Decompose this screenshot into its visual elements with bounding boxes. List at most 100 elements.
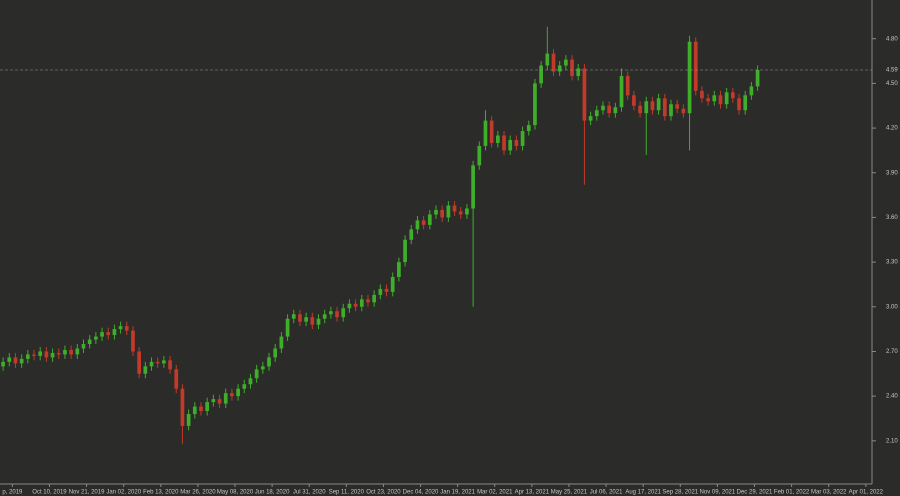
candle-body: [489, 120, 494, 143]
candle-body: [520, 131, 525, 146]
candle-body: [458, 211, 463, 215]
x-tick-label: Sep 28, 2021: [662, 490, 698, 496]
candle-body: [421, 220, 426, 225]
x-tick-label: May 08, 2020: [217, 490, 254, 496]
candle-body: [56, 352, 61, 355]
candle-body: [329, 311, 333, 315]
x-tick-label: Nov 21, 2019: [69, 490, 105, 496]
x-tick-label: Jul 06, 2021: [590, 490, 623, 496]
last-price-box: [874, 64, 898, 75]
candle-body: [446, 205, 451, 218]
candle-body: [625, 75, 630, 96]
x-tick-label: May 25, 2021: [551, 490, 588, 496]
x-tick-label: Apr 13, 2021: [515, 490, 550, 496]
candle-body: [718, 95, 723, 105]
candle-body: [724, 92, 729, 105]
y-tick-label: 2.10: [886, 438, 898, 444]
candle-body: [118, 326, 123, 330]
x-tick-label: Mar 02, 2021: [477, 490, 513, 496]
candle-body: [75, 348, 80, 355]
candle-body: [304, 317, 308, 322]
candle-body: [564, 59, 568, 66]
y-tick-label: 2.70: [886, 349, 898, 355]
candle-body: [755, 69, 760, 87]
candle-body: [94, 336, 98, 340]
candle-body: [533, 83, 537, 126]
candle-body: [551, 53, 556, 72]
candle-body: [143, 366, 148, 374]
candle-body: [712, 95, 717, 102]
candle-body: [112, 329, 117, 336]
x-tick-label: Aug 17, 2021: [625, 490, 661, 496]
candle-body: [199, 406, 203, 412]
candle-body: [700, 90, 704, 99]
x-tick-label: Jan 19, 2021: [440, 490, 475, 496]
candle-body: [706, 98, 710, 102]
candle-body: [217, 399, 222, 404]
candle-body: [341, 308, 346, 318]
candle-body: [291, 314, 296, 319]
candle-body: [13, 357, 18, 364]
y-tick-label: 3.90: [886, 170, 898, 176]
candle-body: [471, 165, 475, 209]
candle-body: [25, 354, 30, 359]
candle-body: [69, 349, 73, 355]
y-tick-label: 3.30: [886, 260, 898, 266]
candle-body: [50, 352, 55, 358]
x-tick-label: Oct 23, 2020: [366, 490, 401, 496]
candle-body: [106, 332, 111, 336]
candle-body: [174, 369, 179, 389]
x-tick-label: Apr 01, 2022: [849, 490, 884, 496]
candle-body: [737, 98, 741, 111]
candle-body: [502, 135, 506, 151]
candle-body: [81, 344, 86, 349]
candle-body: [254, 369, 259, 379]
candle-body: [162, 360, 166, 364]
x-tick-label: Jun 18, 2020: [255, 490, 290, 496]
x-tick-label: Feb 13, 2020: [143, 490, 179, 496]
candle-body: [662, 98, 667, 117]
candle-body: [19, 358, 24, 364]
candle-body: [366, 299, 370, 303]
candle-body: [353, 303, 358, 307]
x-tick-label: Oct 10, 2019: [32, 490, 67, 496]
candle-body: [427, 214, 432, 225]
x-tick-label: Sep 11, 2020: [329, 490, 365, 496]
candle-body: [248, 378, 253, 385]
candle-body: [594, 110, 599, 117]
x-tick-label: Nov 09, 2021: [700, 490, 736, 496]
candle-body: [440, 209, 445, 218]
candle-body: [242, 384, 247, 389]
candle-body: [38, 351, 43, 356]
candle-body: [576, 68, 581, 76]
candle-body: [155, 361, 160, 364]
candle-body: [384, 288, 389, 292]
candle-body: [452, 205, 457, 212]
y-tick-label: 3.60: [886, 215, 898, 221]
candle-body: [632, 95, 636, 106]
candle-body: [223, 393, 228, 404]
candle-body: [100, 332, 104, 337]
x-tick-label: Feb 01, 2022: [774, 490, 810, 496]
candle-body: [588, 116, 593, 121]
candle-body: [681, 108, 686, 114]
candle-body: [749, 86, 754, 96]
candle-body: [675, 104, 680, 109]
candle-body: [613, 107, 618, 114]
candle-body: [359, 299, 364, 307]
y-tick-label: 4.80: [886, 36, 898, 42]
candle-body: [63, 349, 67, 355]
candle-body: [1, 361, 5, 367]
candle-body: [582, 68, 587, 121]
candle-body: [465, 208, 469, 215]
candle-body: [236, 388, 240, 397]
y-tick-label: 4.50: [886, 81, 898, 87]
candle-body: [7, 357, 12, 362]
y-tick-label: 3.00: [886, 304, 898, 310]
candle-body: [137, 351, 142, 374]
candle-body: [687, 41, 692, 114]
candle-body: [397, 262, 401, 277]
candle-body: [495, 135, 500, 143]
